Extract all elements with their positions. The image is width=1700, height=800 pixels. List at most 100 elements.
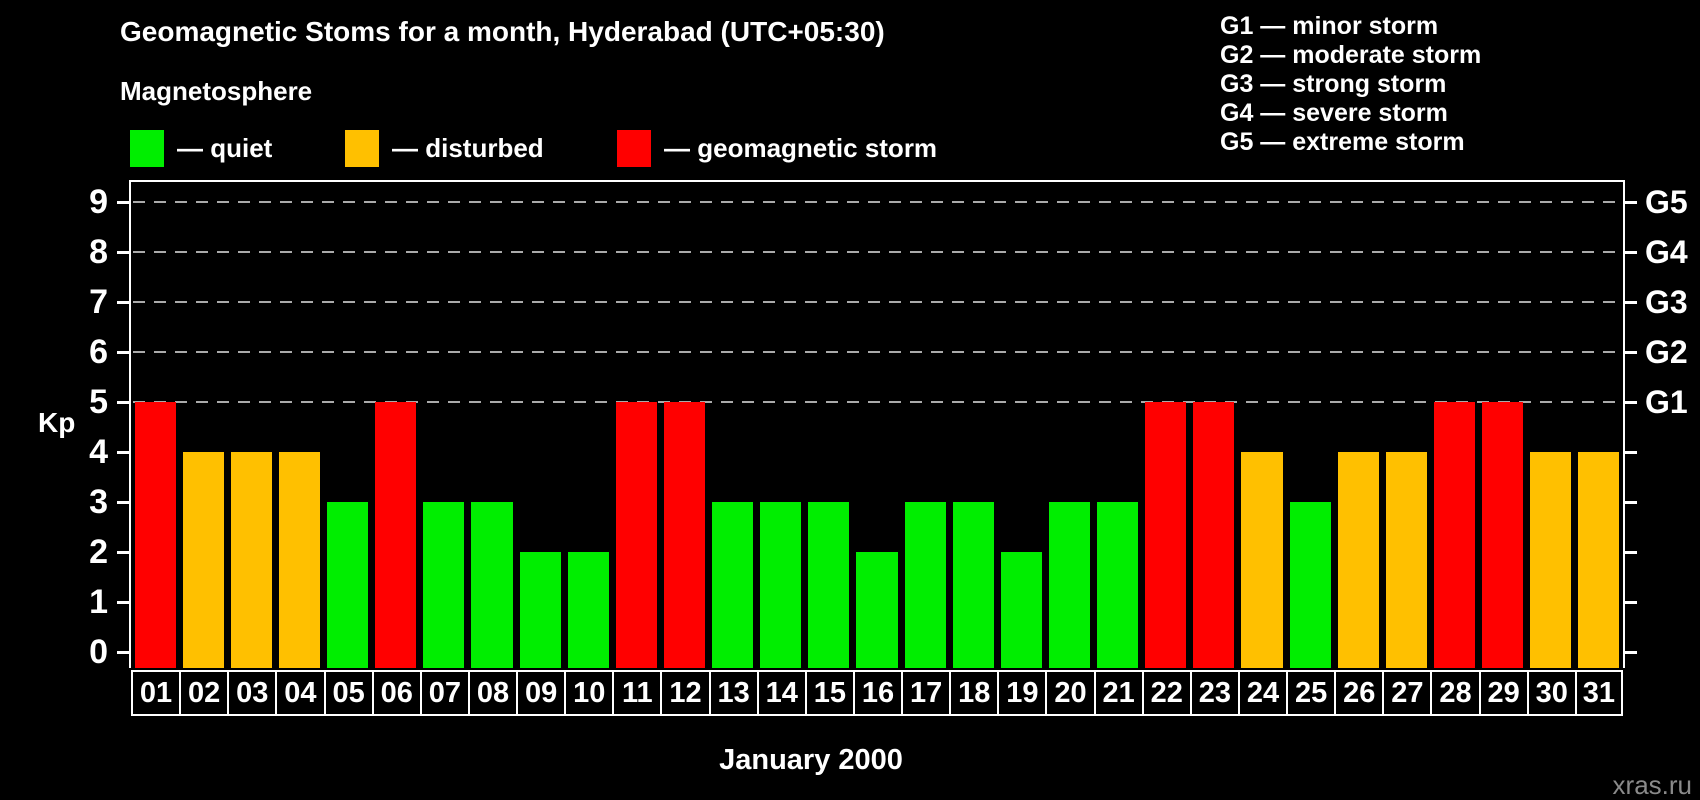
g-legend-line-1: G1 — minor storm: [1220, 12, 1439, 40]
bar-day-13: [712, 502, 754, 668]
gridline-kp5: [133, 401, 1621, 403]
bar-day-22: [1145, 402, 1187, 668]
y-tick-right-6: [1623, 351, 1637, 354]
y-tick-right-1: [1623, 601, 1637, 604]
g-axis-label-g3: G3: [1645, 284, 1688, 320]
y-tick-left-4: [117, 451, 131, 454]
y-tick-left-9: [117, 201, 131, 204]
bar-day-05: [327, 502, 369, 668]
day-label-cell-06: 06: [371, 670, 422, 716]
day-label-cell-15: 15: [804, 670, 855, 716]
day-label-cell-04: 04: [275, 670, 326, 716]
y-tick-right-3: [1623, 501, 1637, 504]
bar-day-29: [1482, 402, 1524, 668]
bar-day-12: [663, 402, 706, 668]
day-label-cell-26: 26: [1334, 670, 1385, 716]
day-label-cell-20: 20: [1045, 670, 1096, 716]
g-axis-label-g2: G2: [1645, 334, 1688, 370]
y-tick-label-1: 1: [89, 583, 108, 621]
y-tick-left-7: [117, 301, 131, 304]
bar-day-07: [423, 502, 465, 668]
magnetosphere-legend-title: Magnetosphere: [120, 76, 313, 106]
bar-day-20: [1048, 502, 1091, 668]
bar-day-06: [375, 402, 417, 668]
day-label-cell-25: 25: [1286, 670, 1337, 716]
gridline-kp6: [133, 351, 1621, 353]
bar-day-17: [904, 502, 946, 668]
bar-day-09: [519, 552, 561, 668]
bar-day-18: [952, 502, 994, 668]
bar-day-31: [1578, 452, 1620, 668]
y-tick-left-3: [117, 501, 131, 504]
y-tick-label-0: 0: [89, 633, 108, 671]
day-label-cell-18: 18: [949, 670, 1000, 716]
bar-day-30: [1530, 452, 1572, 668]
y-tick-right-9: [1623, 201, 1637, 204]
bar-day-10: [567, 552, 609, 668]
day-label-cell-09: 09: [516, 670, 567, 716]
legend-label-quiet: — quiet: [177, 133, 273, 163]
day-label-cell-08: 08: [467, 670, 519, 716]
y-tick-label-6: 6: [89, 333, 108, 371]
day-label-cell-27: 27: [1382, 670, 1433, 716]
y-tick-label-9: 9: [89, 183, 108, 221]
y-tick-right-4: [1623, 451, 1637, 454]
y-tick-label-5: 5: [89, 383, 108, 421]
day-label-cell-30: 30: [1526, 670, 1577, 716]
day-label-cell-22: 22: [1141, 670, 1192, 716]
y-tick-left-8: [117, 251, 131, 254]
x-axis-title: January 2000: [719, 744, 903, 776]
y-tick-left-5: [117, 401, 131, 404]
g-scale-legend: G1 — minor storm G2 — moderate storm G3 — …: [1220, 12, 1481, 157]
y-tick-label-2: 2: [89, 533, 108, 571]
g-legend-line-3: G3 — strong storm: [1220, 70, 1447, 98]
day-label-cell-03: 03: [227, 670, 278, 716]
y-tick-label-8: 8: [89, 233, 108, 271]
y-tick-left-1: [117, 601, 131, 604]
legend-swatch-disturbed: [345, 129, 379, 167]
bar-day-24: [1241, 452, 1283, 668]
bar-day-11: [615, 402, 657, 668]
y-tick-right-0: [1623, 651, 1637, 654]
legend-item-disturbed: — disturbed: [345, 126, 544, 170]
g-legend-line-2: G2 — moderate storm: [1220, 41, 1482, 69]
bar-day-19: [1000, 552, 1042, 668]
day-label-cell-17: 17: [901, 670, 952, 716]
bar-day-25: [1289, 502, 1331, 668]
gridline-kp8: [133, 251, 1621, 253]
watermark: xras.ru: [1612, 770, 1692, 800]
g-legend-line-5: G5 — extreme storm: [1220, 128, 1465, 156]
y-tick-label-3: 3: [89, 483, 108, 521]
legend-swatch-storm: [617, 129, 651, 167]
bar-day-08: [471, 502, 513, 668]
day-label-cell-13: 13: [708, 670, 759, 716]
y-tick-right-8: [1623, 251, 1637, 254]
day-label-cell-16: 16: [852, 670, 904, 716]
legend-item-quiet: — quiet: [130, 126, 272, 170]
day-label-cell-23: 23: [1189, 670, 1240, 716]
bar-day-04: [278, 452, 320, 668]
y-tick-left-2: [117, 551, 131, 554]
day-label-cell-11: 11: [612, 670, 663, 716]
bar-day-03: [230, 452, 272, 668]
y-tick-left-0: [117, 651, 131, 654]
legend-label-disturbed: — disturbed: [392, 133, 544, 163]
bar-day-27: [1385, 452, 1427, 668]
day-label-cell-19: 19: [997, 670, 1048, 716]
day-label-cell-12: 12: [660, 670, 711, 716]
gridline-kp9: [133, 201, 1621, 203]
g-axis-label-g5: G5: [1645, 184, 1688, 220]
day-label-cell-05: 05: [323, 670, 374, 716]
y-tick-right-5: [1623, 401, 1637, 404]
bar-day-28: [1433, 402, 1476, 668]
bar-day-26: [1337, 452, 1379, 668]
y-tick-label-4: 4: [89, 433, 108, 471]
y-axis-label: Kp: [38, 407, 76, 438]
plot-area: [129, 180, 1625, 668]
day-label-cell-01: 01: [131, 670, 182, 716]
g-legend-line-4: G4 — severe storm: [1220, 99, 1448, 127]
day-label-cell-14: 14: [756, 670, 807, 716]
day-label-cell-10: 10: [564, 670, 615, 716]
legend-swatch-quiet: [130, 129, 164, 167]
